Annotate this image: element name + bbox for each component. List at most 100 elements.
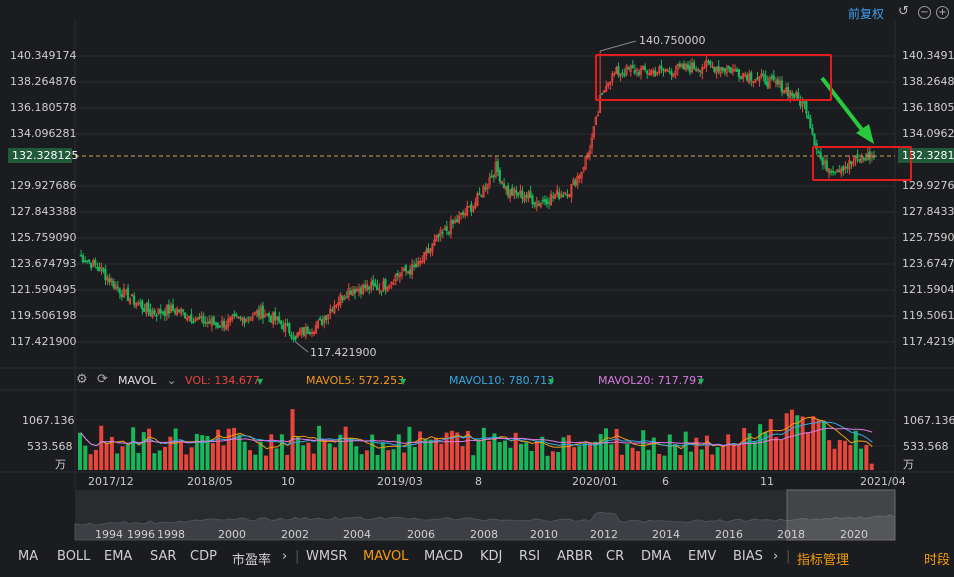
chevron-down-icon[interactable]: ⌄ (167, 374, 177, 387)
tab-wmsr[interactable]: WMSR (306, 549, 348, 564)
high-price-annotation: 140.750000 (639, 34, 706, 47)
tab-ma[interactable]: MA (18, 549, 39, 564)
candle-body (807, 114, 810, 120)
candle-body (858, 158, 861, 161)
mavol5-dropdown-icon[interactable]: ▼ (400, 377, 407, 386)
zoom-out-icon[interactable]: − (918, 6, 931, 19)
fq-adjust-label[interactable]: 前复权 (848, 7, 885, 21)
candle-body (239, 317, 242, 319)
tab-rsi[interactable]: RSI (519, 549, 541, 564)
tab-boll[interactable]: BOLL (57, 549, 91, 564)
candle-body (862, 157, 865, 160)
volume-bar (242, 441, 247, 470)
candle-body (322, 317, 326, 323)
candle-body (582, 167, 585, 170)
candle-body (327, 314, 330, 320)
volume-bar (391, 449, 396, 470)
volume-bar (715, 447, 720, 470)
candle-body (431, 243, 434, 252)
refresh-icon[interactable]: ⟳ (97, 372, 108, 387)
candle-body (157, 308, 160, 314)
candle-body (367, 286, 371, 290)
tab-arbr[interactable]: ARBR (557, 549, 593, 564)
tab-dma[interactable]: DMA (641, 549, 672, 564)
low-price-annotation: 117.421900 (310, 346, 377, 359)
navigator-series (74, 511, 896, 541)
y-axis-label-right: 123.67479 (902, 257, 954, 270)
candle-body (363, 284, 367, 289)
candle-body (139, 302, 142, 305)
volume-bar (200, 435, 205, 470)
candle-body (617, 66, 620, 76)
indicator-tabs: MA BOLL EMA SAR CDP 市盈率 WMSR MAVOL MACD KDJ RSI ARB… (0, 549, 954, 571)
x-axis-label: 2020/01 (572, 475, 618, 488)
candle-body (541, 200, 544, 202)
candle-body (400, 272, 403, 277)
tab-bias[interactable]: BIAS (733, 549, 763, 564)
candle-body (703, 67, 706, 69)
tab-sar[interactable]: SAR (150, 549, 177, 564)
candle-body (318, 318, 322, 321)
candle-body (173, 310, 176, 314)
candle-body (120, 294, 123, 297)
volume-bar (109, 436, 114, 470)
candle-body (758, 76, 761, 82)
volume-bar (529, 450, 534, 470)
tabs-next-icon[interactable]: › (282, 549, 288, 564)
navigator-year-label: 2014 (652, 528, 680, 541)
tab-指标管理[interactable]: 指标管理 (797, 553, 850, 568)
tab-macd[interactable]: MACD (424, 549, 463, 564)
candle-body (866, 153, 869, 161)
volume-bar (322, 440, 327, 470)
volume-bar (747, 433, 752, 470)
candle-body (388, 284, 391, 288)
indicator-name[interactable]: MAVOL (118, 374, 157, 387)
settings-gear-icon[interactable]: ⚙ (76, 372, 88, 387)
candle-body (570, 183, 573, 197)
mavol20-dropdown-icon[interactable]: ▼ (698, 377, 705, 386)
candle-body (104, 268, 107, 280)
volume-bar (359, 454, 364, 470)
candle-body (535, 201, 538, 207)
candle-body (594, 116, 597, 126)
candle-body (478, 193, 481, 195)
volume-bar (178, 441, 183, 470)
candle-body (590, 137, 593, 149)
candle-body (179, 308, 183, 314)
candle-body (839, 168, 843, 174)
x-axis-label: 2021/04 (860, 475, 906, 488)
candle-body (163, 311, 166, 317)
tab-emv[interactable]: EMV (688, 549, 717, 564)
reset-icon[interactable]: ↺ (898, 4, 909, 19)
tab-cr[interactable]: CR (606, 549, 625, 564)
candle-body (282, 324, 285, 330)
candle-body (198, 316, 201, 319)
tab-mavol[interactable]: MAVOL (363, 549, 409, 564)
volume-ma-lines (80, 416, 873, 450)
candle-body (378, 288, 381, 291)
candle-body (255, 311, 258, 313)
candle-body (410, 264, 414, 275)
tab-cdp[interactable]: CDP (190, 549, 217, 564)
tab-时段[interactable]: 时段 (924, 553, 951, 568)
candle-body (717, 65, 720, 72)
vol-dropdown-icon[interactable]: ▼ (257, 377, 264, 386)
y-axis-label: 138.264876 (10, 75, 77, 88)
candle-body (498, 170, 501, 182)
zoom-in-icon[interactable]: + (936, 6, 949, 19)
candle-body (653, 70, 657, 76)
mavol10-dropdown-icon[interactable]: ▼ (548, 377, 555, 386)
candle-body (220, 320, 223, 326)
tabs-next-icon[interactable]: › (773, 549, 779, 564)
volume-bar (147, 428, 152, 470)
volume-bar (449, 430, 454, 470)
candle-body (404, 265, 407, 272)
tab-kdj[interactable]: KDJ (480, 549, 503, 564)
candle-body (376, 285, 379, 291)
candle-body (639, 68, 642, 75)
tab-ema[interactable]: EMA (104, 549, 133, 564)
tab-市盈率[interactable]: 市盈率 (232, 553, 272, 568)
candle-body (557, 192, 561, 199)
candle-body (480, 195, 483, 197)
